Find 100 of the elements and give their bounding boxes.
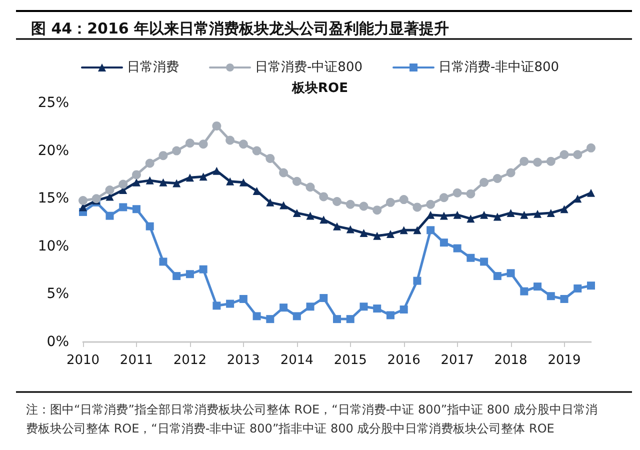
y-tick-label: 10% (38, 238, 69, 254)
point (413, 226, 422, 234)
x-tick-label: 2016 (387, 353, 420, 368)
x-tick-label: 2014 (280, 353, 314, 368)
point (586, 143, 596, 152)
point (292, 312, 301, 320)
point (426, 226, 435, 234)
y-tick-label: 15% (38, 190, 69, 207)
point (238, 140, 248, 149)
y-tick-label: 20% (38, 142, 69, 159)
point (534, 210, 542, 218)
x-tick-label: 2017 (440, 353, 474, 368)
point (119, 203, 128, 212)
x-tick-label: 2018 (494, 353, 528, 368)
point (172, 146, 182, 156)
point (546, 292, 555, 300)
point (239, 178, 248, 186)
point (386, 198, 395, 207)
point (534, 282, 542, 291)
point (560, 150, 569, 160)
point (280, 201, 288, 210)
point (106, 212, 114, 220)
point (212, 166, 221, 175)
point (92, 194, 101, 204)
point (400, 226, 408, 234)
point (198, 140, 208, 149)
point (332, 196, 342, 206)
point (506, 208, 515, 217)
point (560, 205, 568, 214)
point (319, 192, 328, 202)
point (132, 170, 141, 180)
point (172, 272, 181, 280)
point (386, 311, 394, 320)
point (466, 189, 476, 198)
point (239, 294, 248, 303)
point (480, 178, 489, 187)
y-tick-label: 25% (38, 95, 69, 111)
point (132, 205, 140, 214)
point (306, 212, 314, 220)
point (306, 182, 315, 192)
x-tick-label: 2011 (120, 353, 154, 368)
legend-label: 日常消费-中证800 (254, 60, 363, 75)
point (480, 258, 488, 266)
point (386, 230, 394, 238)
point (333, 222, 341, 230)
point (506, 269, 515, 278)
point (412, 202, 422, 212)
point (226, 300, 234, 308)
point (533, 158, 542, 167)
point (360, 302, 368, 311)
point (292, 208, 301, 217)
point (574, 194, 582, 203)
point (320, 294, 328, 302)
point (480, 210, 488, 219)
point (172, 179, 181, 188)
point (360, 229, 368, 238)
point (185, 138, 194, 148)
legend-title: 板块ROE (291, 81, 348, 96)
point (346, 315, 354, 324)
point (372, 206, 382, 215)
point (373, 304, 382, 313)
point (520, 156, 529, 166)
point (346, 200, 355, 209)
point (266, 198, 274, 206)
point (400, 305, 408, 314)
point (453, 244, 462, 252)
legend-label: 日常消费 (126, 60, 179, 75)
point (440, 238, 448, 247)
point (493, 212, 502, 221)
point (346, 225, 354, 234)
point (373, 232, 382, 240)
point (587, 282, 595, 290)
point (320, 216, 328, 224)
x-tick-label: 2012 (173, 353, 206, 368)
point (159, 258, 168, 266)
point (493, 272, 502, 280)
point (520, 210, 528, 219)
point (199, 265, 208, 274)
point (266, 154, 275, 163)
point (560, 294, 568, 303)
point (587, 188, 595, 197)
point (186, 270, 194, 278)
point (159, 178, 168, 186)
point (546, 156, 556, 166)
point (452, 188, 462, 198)
point (492, 174, 502, 184)
point (413, 276, 422, 285)
point (212, 302, 221, 310)
point (158, 151, 168, 160)
point (359, 202, 368, 211)
x-tick-label: 2019 (548, 353, 581, 368)
point (573, 150, 582, 160)
point (466, 214, 475, 223)
point (279, 168, 288, 178)
point (466, 254, 475, 262)
x-tick-label: 2010 (66, 353, 100, 368)
x-tick-label: 2013 (226, 353, 260, 368)
point (226, 136, 235, 145)
point (252, 146, 262, 156)
point (439, 193, 448, 202)
